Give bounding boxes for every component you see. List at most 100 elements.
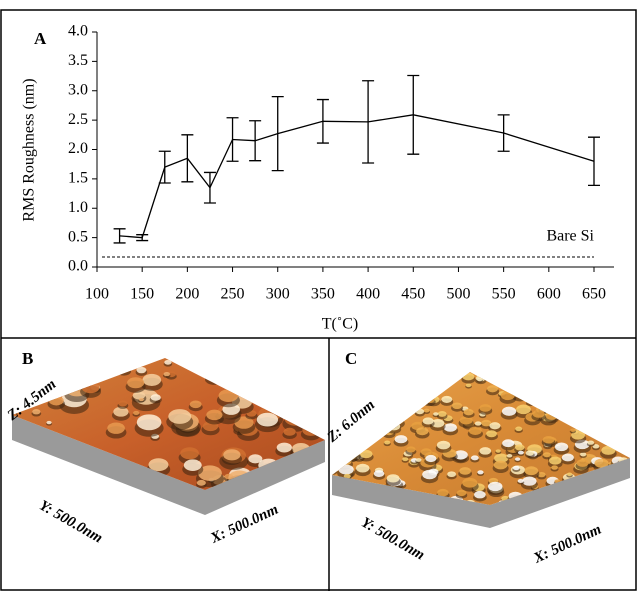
afm-bump — [307, 365, 315, 370]
afm-bump — [525, 383, 532, 387]
afm-bump — [555, 407, 571, 416]
afm-bump — [390, 390, 405, 400]
afm-bump — [378, 396, 386, 401]
afm-bump — [388, 396, 397, 402]
afm-bump — [601, 370, 615, 379]
afm-bump — [282, 409, 294, 416]
afm-bump — [379, 398, 393, 407]
afm-bump — [598, 419, 607, 425]
afm-bump — [564, 408, 574, 414]
afm-bump — [557, 405, 570, 414]
afm-bump — [337, 449, 344, 454]
afm-bump — [240, 360, 253, 368]
afm-bump — [378, 398, 387, 404]
afm-bump — [615, 391, 627, 398]
afm-bump — [555, 442, 568, 451]
afm-bump — [290, 361, 303, 369]
afm-bump — [565, 395, 583, 406]
afm-bump — [274, 391, 296, 404]
afm-bump — [504, 372, 518, 381]
afm-bump — [257, 413, 278, 427]
afm-bump — [280, 372, 293, 380]
afm-bump — [139, 398, 144, 401]
afm-bump — [587, 440, 594, 444]
afm-bump — [617, 386, 630, 394]
afm-bump — [543, 436, 555, 444]
afm-bump — [515, 444, 525, 450]
afm-bump — [364, 434, 376, 441]
afm-bump — [544, 389, 556, 396]
afm-bump — [365, 432, 375, 439]
afm-bump — [518, 479, 524, 483]
afm-bump — [384, 386, 402, 397]
afm-bump — [566, 395, 583, 405]
afm-bump — [195, 358, 220, 373]
afm-bump — [269, 401, 279, 407]
afm-bump — [469, 427, 482, 435]
afm-bump — [233, 376, 241, 381]
afm-bump — [567, 392, 581, 401]
afm-bump — [513, 466, 520, 470]
afm-bump — [354, 384, 359, 387]
afm-bump — [400, 391, 409, 397]
afm-bump — [423, 417, 434, 424]
afm-bump — [457, 490, 467, 496]
afm-bump — [613, 406, 628, 416]
afm-bump — [365, 383, 372, 387]
afm-bump — [127, 377, 144, 388]
afm-bump — [389, 374, 396, 378]
y-tick-label: 0.5 — [68, 228, 88, 245]
y-tick-label: 2.5 — [68, 111, 88, 128]
x-axis-title: T(˚C) — [322, 316, 358, 333]
afm-bump — [501, 391, 515, 400]
afm-bump — [260, 388, 275, 397]
x-tick-label: 400 — [356, 286, 380, 303]
afm-bump — [388, 422, 400, 430]
afm-bump — [117, 367, 131, 376]
y-tick-label: 1.5 — [68, 170, 88, 187]
afm-bump — [527, 399, 535, 404]
afm-bump — [385, 403, 396, 410]
x-tick-label: 500 — [446, 286, 470, 303]
afm-bump — [283, 407, 293, 413]
afm-bump — [507, 454, 512, 458]
afm-bump — [562, 397, 575, 405]
afm-bump — [617, 427, 626, 433]
afm-bump — [438, 411, 447, 417]
afm-bump — [600, 372, 617, 382]
afm-bump — [464, 409, 474, 415]
afm-bump — [290, 476, 305, 485]
afm-bump — [601, 369, 616, 379]
afm-bump — [271, 372, 293, 386]
afm-bump — [392, 404, 401, 410]
afm-bump — [589, 376, 597, 381]
afm-bump — [437, 441, 450, 450]
afm-bump — [352, 382, 364, 390]
y-tick-label: 3.5 — [68, 52, 88, 69]
figure: A T(˚C) RMS Roughness (nm) 0.00.51.01.52… — [0, 0, 637, 591]
afm-bump — [219, 389, 239, 402]
y-axis-title: RMS Roughness (nm) — [21, 78, 38, 221]
afm-bump — [241, 358, 252, 365]
afm-bump — [621, 414, 628, 418]
afm-bump — [313, 385, 334, 398]
afm-bump — [424, 396, 435, 403]
x-tick-label: 200 — [175, 286, 199, 303]
afm-bump — [390, 421, 398, 426]
afm-bump — [206, 410, 222, 420]
error-bar — [498, 115, 510, 151]
afm-x-label: X: 500.0nm — [530, 522, 603, 568]
afm-bump — [580, 393, 593, 401]
afm-bump — [65, 360, 82, 370]
afm-bump — [272, 361, 296, 376]
afm-bump — [373, 376, 383, 382]
afm-bump — [151, 394, 161, 401]
afm-bump — [477, 470, 483, 474]
afm-bump — [164, 372, 170, 376]
afm-bump — [7, 476, 18, 483]
afm-bump — [573, 370, 587, 379]
afm-bump — [452, 402, 462, 409]
afm-bump — [515, 427, 522, 432]
afm-bump — [336, 450, 345, 455]
afm-bump — [277, 443, 292, 453]
